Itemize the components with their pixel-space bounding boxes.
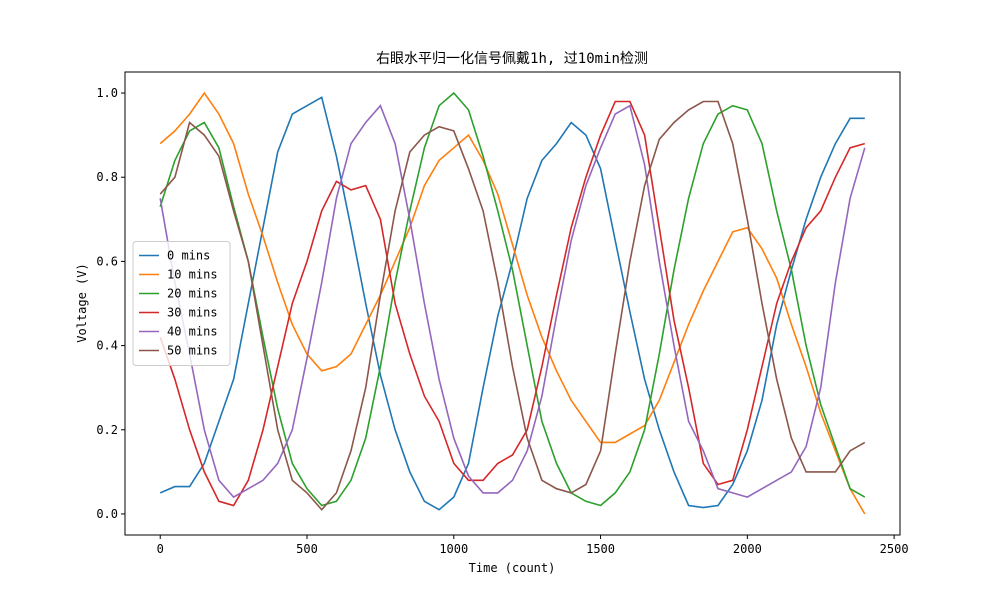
legend-box xyxy=(132,241,231,366)
x-tick-label: 1000 xyxy=(439,542,468,556)
legend-label: 40 mins xyxy=(167,325,218,339)
y-tick-label: 0.8 xyxy=(96,170,118,184)
legend-label: 30 mins xyxy=(167,306,218,320)
y-tick-label: 0.0 xyxy=(96,507,118,521)
series-line xyxy=(159,100,866,511)
chart-title: 右眼水平归一化信号佩戴1h, 过10min检测 xyxy=(376,50,648,67)
series-line xyxy=(159,100,866,507)
x-tick-label: 500 xyxy=(296,542,318,556)
x-tick-label: 2500 xyxy=(880,542,909,556)
series-line xyxy=(159,91,866,507)
x-tick-label: 0 xyxy=(157,542,164,556)
y-tick-label: 0.4 xyxy=(96,339,118,353)
legend-label: 10 mins xyxy=(167,268,218,282)
plot-frame xyxy=(124,71,901,536)
y-tick-label: 0.6 xyxy=(96,254,118,268)
legend-label: 0 mins xyxy=(167,249,210,263)
y-tick-label: 1.0 xyxy=(96,86,118,100)
series-line xyxy=(159,96,865,511)
x-tick-label: 2000 xyxy=(733,542,762,556)
y-axis-label: Voltage (V) xyxy=(75,263,89,342)
x-axis-label: Time (count) xyxy=(469,561,556,575)
x-tick-label: 1500 xyxy=(586,542,615,556)
series-line xyxy=(159,104,866,499)
series-line xyxy=(159,91,866,515)
legend-label: 50 mins xyxy=(167,344,218,358)
y-tick-label: 0.2 xyxy=(96,423,118,437)
legend-label: 20 mins xyxy=(167,287,218,301)
